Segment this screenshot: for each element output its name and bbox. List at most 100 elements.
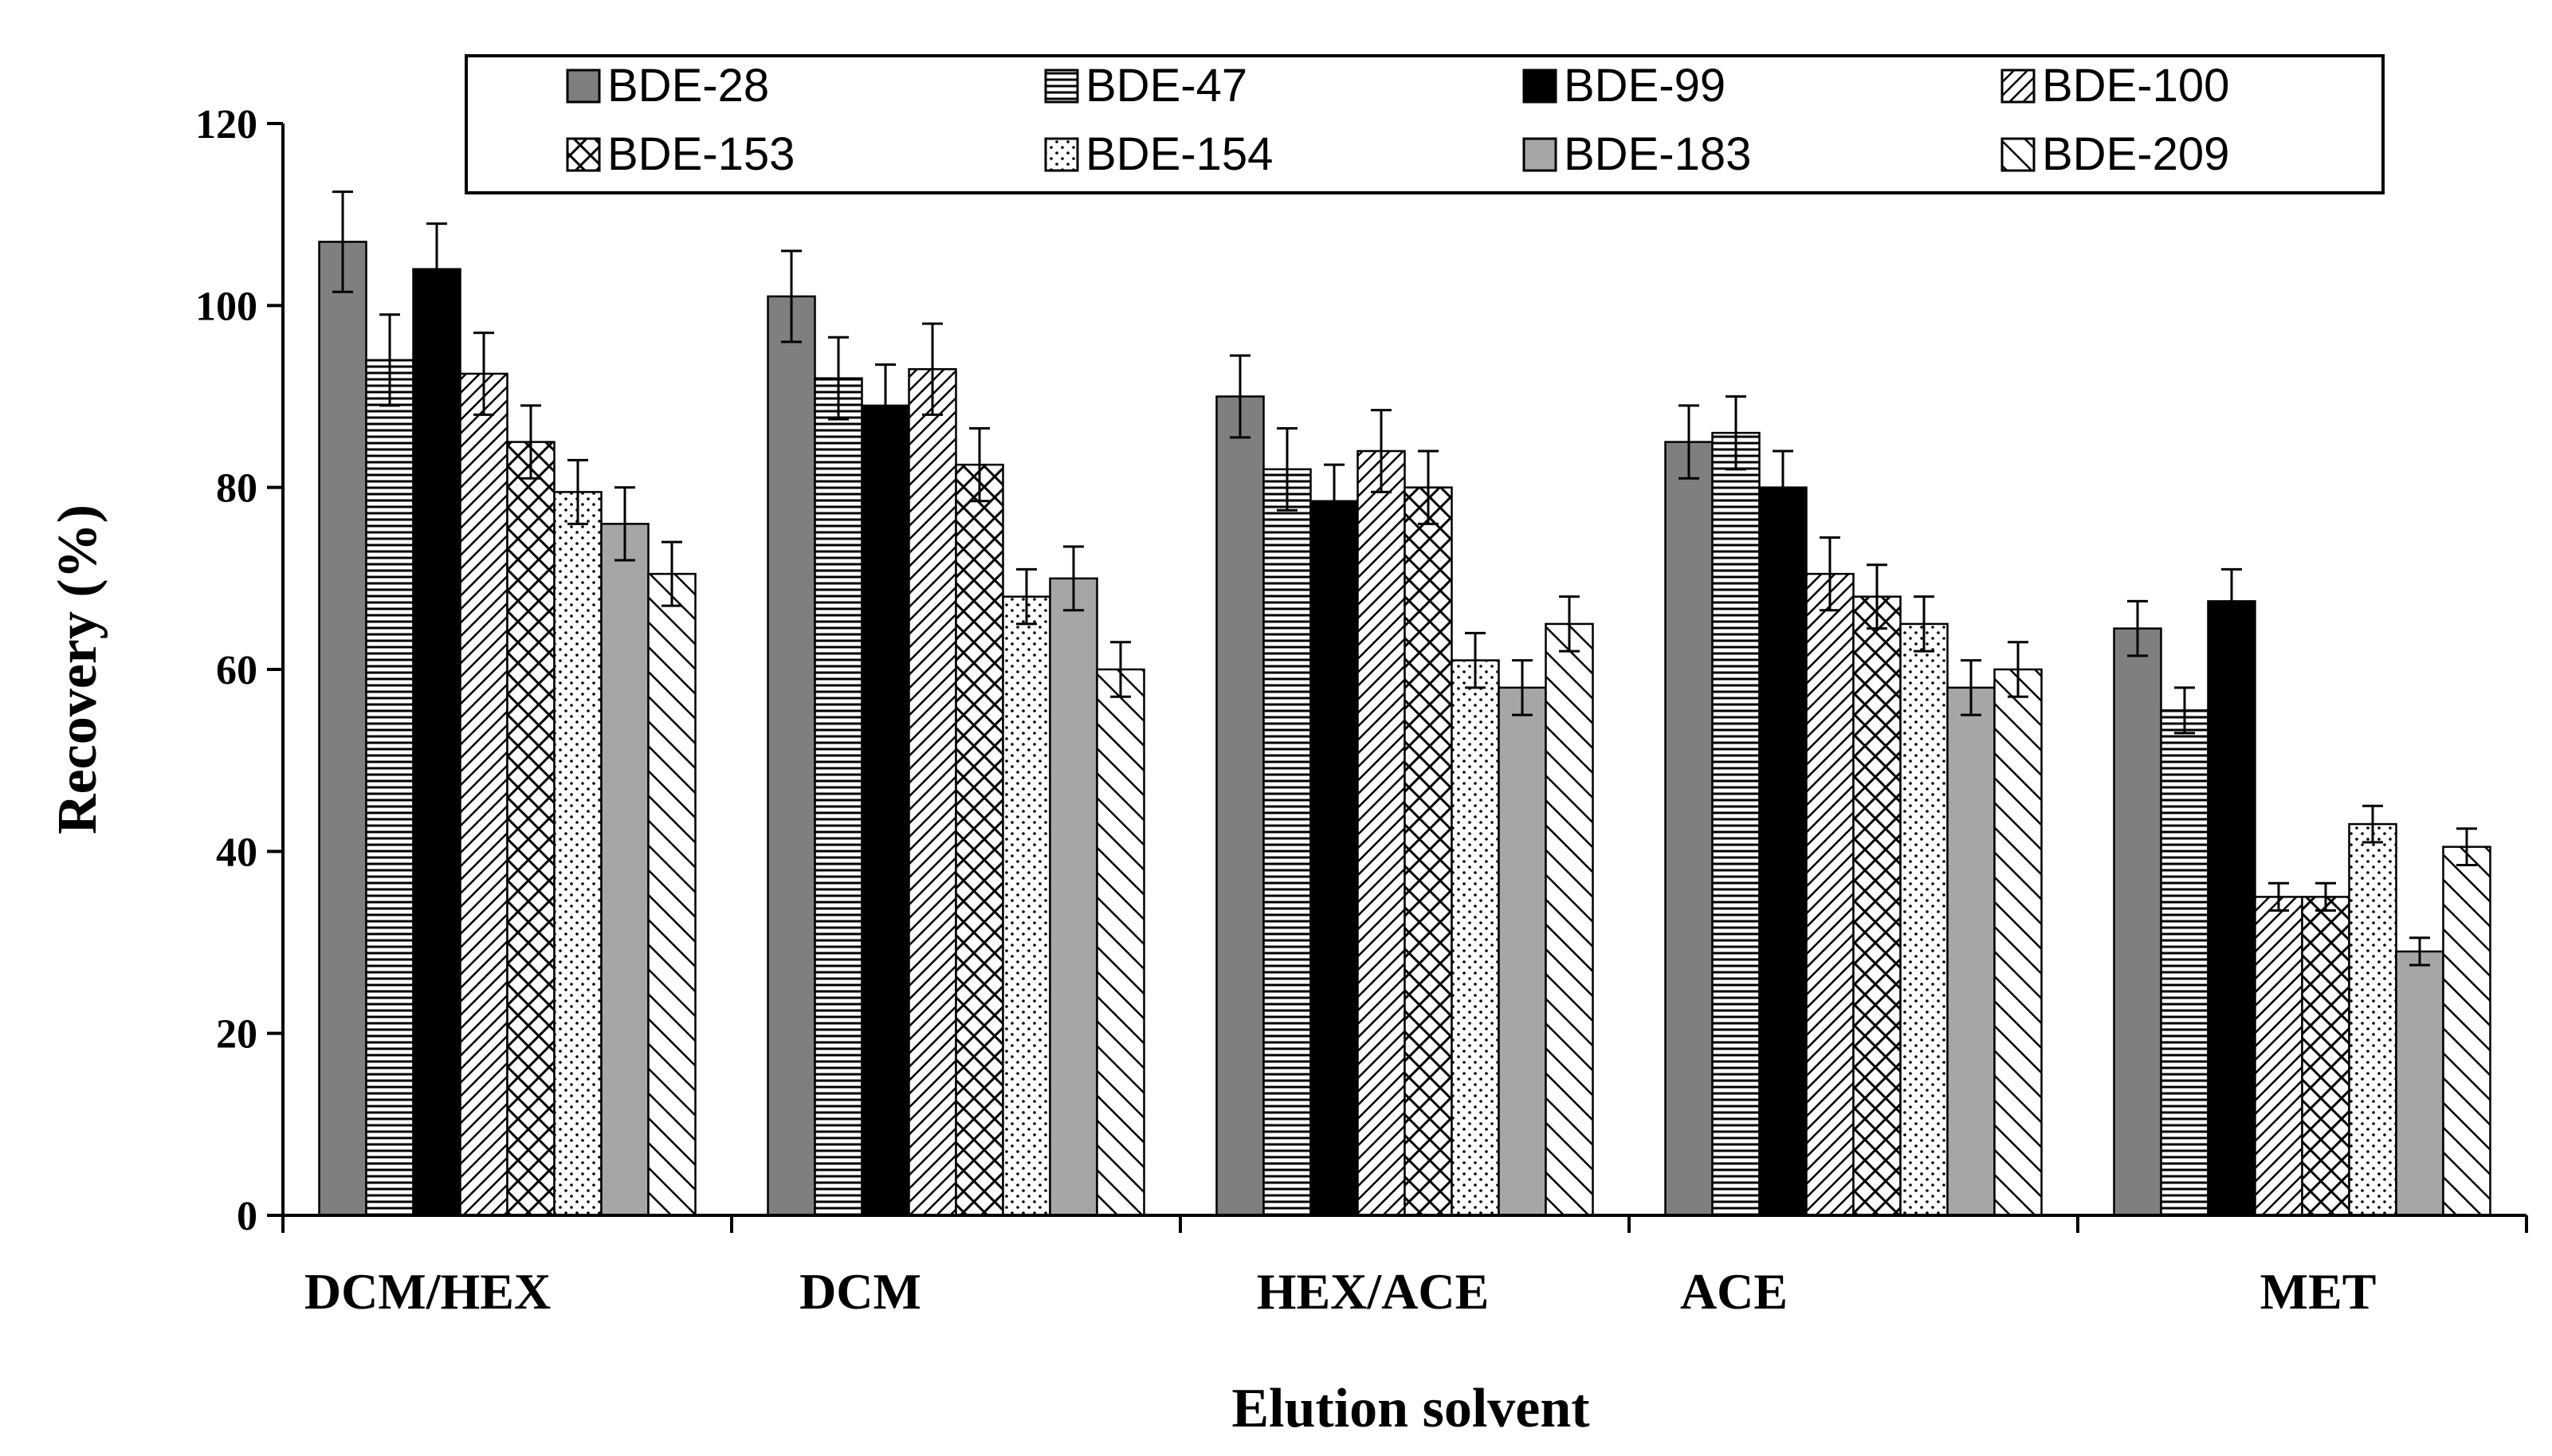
error-bar — [2409, 936, 2430, 967]
legend-item-bde-47: BDE-47 — [1044, 60, 1247, 112]
y-tick-label: 100 — [195, 284, 257, 329]
y-tick-label: 20 — [216, 1012, 257, 1058]
error-bar — [1371, 409, 1392, 493]
error-bar — [1726, 395, 1746, 471]
legend-label: BDE-28 — [607, 60, 769, 112]
error-bar — [1277, 426, 1298, 512]
legend-label: BDE-99 — [1564, 60, 1726, 112]
legend-item-bde-28: BDE-28 — [566, 60, 769, 112]
legend-item-bde-209: BDE-209 — [2000, 128, 2229, 180]
bar-bde-47 — [814, 377, 863, 1217]
bar-group — [1664, 395, 2043, 1217]
error-bar — [520, 404, 541, 480]
legend-swatch — [2000, 69, 2036, 104]
y-tick-label: 60 — [216, 648, 257, 693]
y-axis: 0 20 40 60 80 100 120 — [195, 102, 285, 1239]
legend-item-bde-153: BDE-153 — [566, 128, 795, 180]
bar-bde-28 — [2113, 627, 2162, 1217]
legend-swatch — [566, 137, 601, 172]
error-bar — [332, 190, 353, 293]
legend-item-bde-99: BDE-99 — [1522, 60, 1726, 112]
legend-swatch — [1044, 137, 1079, 172]
bar-bde-100 — [2254, 896, 2303, 1217]
error-bar — [2456, 827, 2477, 866]
error-bar — [426, 222, 447, 316]
bar-group — [318, 190, 697, 1217]
legend-box — [465, 54, 2385, 194]
bar-bde-28 — [767, 295, 816, 1217]
error-bar — [828, 336, 849, 421]
bar-bde-183 — [2395, 950, 2444, 1217]
error-bar — [2315, 881, 2336, 912]
bar-bde-28 — [1664, 441, 1714, 1217]
bar-bde-153 — [1404, 486, 1453, 1217]
bar-bde-154 — [2348, 822, 2397, 1217]
bar-bde-153 — [506, 441, 556, 1217]
legend-label: BDE-154 — [1086, 128, 1273, 180]
x-tick-label: HEX/ACE — [1257, 1263, 1490, 1320]
error-bar — [875, 363, 896, 448]
error-bar — [1418, 449, 1439, 525]
error-bar — [614, 486, 635, 562]
bar-bde-28 — [1215, 395, 1265, 1217]
bar-bde-153 — [1852, 595, 1902, 1217]
legend-item-bde-100: BDE-100 — [2000, 60, 2229, 112]
plot-area: 0 20 40 60 80 100 120 DCM/HEX DCM HEX/ACE ACE MET — [195, 102, 2528, 1320]
error-bar — [2221, 567, 2242, 634]
error-bar — [1324, 463, 1345, 539]
bar-bde-47 — [365, 359, 414, 1217]
bar-bde-154 — [1899, 622, 1949, 1217]
bar-bde-183 — [1946, 686, 1996, 1217]
bar-bde-47 — [1711, 431, 1761, 1217]
y-tick-label: 40 — [216, 830, 257, 875]
legend-swatch — [1522, 137, 1557, 172]
error-bar — [2008, 641, 2028, 698]
bar-group — [1215, 354, 1594, 1217]
bar-bde-47 — [1262, 468, 1312, 1217]
error-bar — [1512, 659, 1533, 716]
error-bar — [969, 426, 990, 503]
bar-bde-99 — [861, 404, 910, 1217]
error-bar — [379, 313, 400, 407]
error-bar — [781, 249, 802, 343]
error-bar — [2268, 881, 2289, 912]
bar-bde-99 — [1758, 486, 1808, 1217]
bar-bde-153 — [955, 463, 1004, 1217]
bar-bde-28 — [318, 241, 367, 1217]
legend-label: BDE-183 — [1564, 128, 1751, 180]
error-bar — [1110, 641, 1131, 698]
bar-bde-209 — [647, 572, 697, 1217]
error-bar — [1678, 404, 1699, 480]
bar-bde-209 — [1096, 668, 1145, 1217]
error-bar — [922, 322, 943, 416]
x-tick-label: ACE — [1680, 1263, 1788, 1320]
error-bar — [1063, 545, 1084, 612]
error-bar — [2174, 686, 2195, 735]
legend-item-bde-183: BDE-183 — [1522, 128, 1751, 180]
error-bar — [1820, 536, 1840, 612]
bar-bde-183 — [600, 523, 650, 1217]
legend-label: BDE-100 — [2042, 60, 2229, 112]
bar-bde-153 — [2301, 896, 2350, 1217]
legend-item-bde-154: BDE-154 — [1044, 128, 1273, 180]
bar-bde-183 — [1498, 686, 1547, 1217]
legend-swatch — [2000, 137, 2036, 172]
x-axis: DCM/HEX DCM HEX/ACE ACE MET — [267, 1214, 2528, 1320]
x-tick-label: DCM/HEX — [304, 1263, 551, 1320]
bar-group — [2113, 567, 2491, 1217]
error-bar — [2127, 599, 2148, 657]
bar-bde-209 — [2442, 846, 2491, 1217]
error-bar — [567, 458, 588, 525]
x-tick-label: MET — [2260, 1263, 2377, 1320]
error-bar — [1559, 595, 1580, 653]
bar-bde-209 — [1993, 668, 2043, 1217]
legend-label: BDE-47 — [1086, 60, 1247, 112]
legend-swatch — [1522, 69, 1557, 104]
y-tick-label: 80 — [216, 466, 257, 512]
error-bar — [1465, 631, 1486, 689]
error-bar — [1773, 449, 1793, 525]
bar-bde-154 — [1451, 659, 1500, 1217]
bar-bde-154 — [553, 491, 603, 1217]
bar-group — [767, 249, 1145, 1217]
